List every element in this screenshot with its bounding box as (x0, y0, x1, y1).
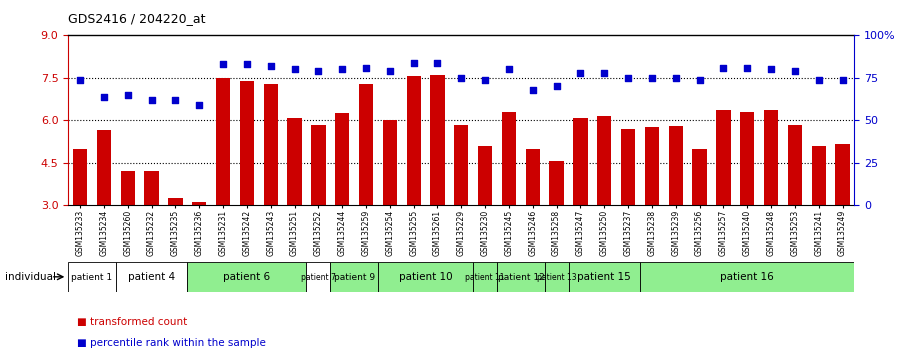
Bar (478, 146, 493, 205)
Bar (497, 262, 544, 292)
Point (96, 94, 111, 99)
Bar (502, 112, 516, 205)
Point (693, 77, 707, 82)
Text: patient 15: patient 15 (577, 272, 631, 282)
Bar (187, 262, 306, 292)
Point (812, 77, 826, 82)
Point (240, 62, 255, 67)
Text: ■ percentile rank within the sample: ■ percentile rank within the sample (77, 338, 266, 348)
Bar (621, 129, 635, 205)
Bar (764, 110, 778, 205)
Bar (597, 116, 612, 205)
Text: individual: individual (5, 272, 55, 282)
Bar (287, 118, 302, 205)
Bar (574, 118, 587, 205)
Bar (474, 262, 497, 292)
Bar (544, 262, 568, 292)
Point (502, 67, 516, 72)
Point (525, 87, 540, 93)
Point (383, 68, 397, 74)
Bar (640, 262, 854, 292)
Point (478, 77, 493, 82)
Point (406, 60, 421, 65)
Point (574, 70, 588, 76)
Point (644, 75, 659, 81)
Point (359, 65, 374, 70)
Text: patient 11: patient 11 (465, 273, 504, 281)
Point (264, 63, 278, 69)
Bar (716, 110, 731, 205)
Point (121, 92, 135, 98)
Text: GDS2416 / 204220_at: GDS2416 / 204220_at (68, 12, 205, 25)
Point (621, 75, 635, 81)
Bar (145, 171, 159, 205)
Bar (330, 262, 378, 292)
Point (311, 68, 325, 74)
Point (145, 97, 159, 103)
Bar (693, 149, 706, 205)
Text: patient 12: patient 12 (497, 273, 544, 281)
Bar (311, 125, 325, 205)
Text: patient 1: patient 1 (72, 273, 113, 281)
Bar (240, 81, 254, 205)
Bar (168, 198, 183, 205)
Text: patient 13: patient 13 (537, 273, 576, 281)
Point (168, 97, 183, 103)
Bar (383, 120, 397, 205)
Point (335, 67, 349, 72)
Text: patient 6: patient 6 (224, 272, 271, 282)
Point (668, 75, 683, 81)
Bar (525, 149, 540, 205)
Bar (68, 262, 115, 292)
Bar (430, 75, 445, 205)
Point (215, 62, 230, 67)
Bar (216, 78, 230, 205)
Bar (306, 262, 330, 292)
Bar (192, 202, 206, 205)
Point (740, 65, 754, 70)
Point (716, 65, 731, 70)
Bar (73, 149, 87, 205)
Point (192, 102, 206, 108)
Bar (121, 171, 135, 205)
Text: patient 16: patient 16 (720, 272, 774, 282)
Text: patient 7: patient 7 (301, 273, 335, 281)
Point (430, 60, 445, 65)
Bar (788, 125, 802, 205)
Bar (568, 262, 640, 292)
Bar (115, 262, 187, 292)
Point (454, 75, 469, 81)
Point (835, 77, 850, 82)
Bar (96, 130, 111, 205)
Point (287, 67, 302, 72)
Bar (740, 112, 754, 205)
Point (73, 77, 87, 82)
Bar (454, 125, 468, 205)
Bar (378, 262, 474, 292)
Bar (669, 126, 683, 205)
Bar (264, 84, 278, 205)
Bar (835, 144, 850, 205)
Bar (549, 161, 564, 205)
Bar (359, 84, 374, 205)
Point (597, 70, 612, 76)
Bar (406, 76, 421, 205)
Point (764, 67, 778, 72)
Text: patient 10: patient 10 (399, 272, 453, 282)
Point (787, 68, 802, 74)
Bar (812, 146, 826, 205)
Text: ■ transformed count: ■ transformed count (77, 317, 187, 327)
Bar (335, 113, 349, 205)
Point (549, 84, 564, 89)
Bar (644, 127, 659, 205)
Text: patient 9: patient 9 (334, 273, 375, 281)
Text: patient 4: patient 4 (128, 272, 175, 282)
